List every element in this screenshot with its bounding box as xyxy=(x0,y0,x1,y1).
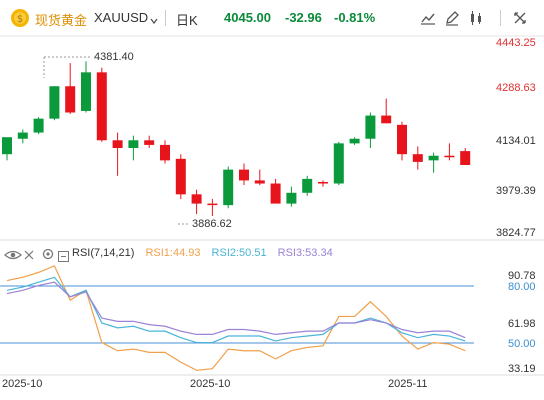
rsi2-value: RSI2:50.51 xyxy=(211,247,267,259)
candle-body xyxy=(191,194,202,204)
candle-body xyxy=(128,140,139,149)
candle-body xyxy=(460,151,471,165)
candle-body xyxy=(17,132,28,139)
low-annotation: 3886.62 xyxy=(192,218,232,230)
eye-icon[interactable] xyxy=(4,247,22,263)
candle-body xyxy=(81,72,91,111)
x-label-3: 2025-11 xyxy=(388,378,428,390)
gear-icon[interactable] xyxy=(41,247,55,261)
chart-header: $ 现货黄金 XAUUSD 日K 4045.00 -32.96 -0.81% xyxy=(0,0,544,36)
close-icon[interactable] xyxy=(22,247,40,263)
candle-body xyxy=(365,115,376,139)
rsi-tick-3: 61.98 xyxy=(508,318,536,330)
toolbar-divider xyxy=(500,10,501,26)
price-tick-2: 4288.63 xyxy=(496,82,536,94)
candle-body xyxy=(286,192,297,204)
candle-body xyxy=(96,72,107,141)
candle-body xyxy=(349,138,360,144)
candle-body xyxy=(444,155,455,158)
header-divider xyxy=(165,10,166,26)
candle-body xyxy=(397,124,407,155)
symbol-code[interactable]: XAUUSD xyxy=(94,10,149,25)
gold-coin-icon: $ xyxy=(10,8,30,28)
x-label-1: 2025-10 xyxy=(2,378,43,390)
price-change: -32.96 xyxy=(285,10,322,25)
candle-body xyxy=(333,143,344,184)
candle-body xyxy=(270,183,281,204)
collapse-icon[interactable] xyxy=(58,249,69,262)
candle-body xyxy=(412,154,423,162)
candle-body xyxy=(175,158,186,195)
rsi-lines-group xyxy=(6,265,466,371)
x-label-2: 2025-10 xyxy=(190,378,231,390)
candle-body xyxy=(318,181,328,184)
price-tick-3: 4134.01 xyxy=(496,135,536,147)
expand-icon[interactable] xyxy=(510,8,530,28)
candle-body xyxy=(381,115,392,124)
rsi-tick-1: 90.78 xyxy=(508,270,536,282)
indicator-icon[interactable] xyxy=(466,8,486,28)
rsi3-value: RSI3:53.34 xyxy=(277,247,333,259)
price-tick-1: 4443.25 xyxy=(496,37,536,49)
rsi2-line xyxy=(6,276,466,344)
rsi1-line xyxy=(6,265,466,371)
edit-pen-icon[interactable] xyxy=(442,8,462,28)
high-annotation: 4381.40 xyxy=(94,51,134,63)
candle-body xyxy=(254,180,265,184)
last-price: 4045.00 xyxy=(224,10,271,25)
candle-body xyxy=(160,144,170,161)
candle-body xyxy=(33,118,44,133)
candle-body xyxy=(144,140,155,145)
candle-body xyxy=(302,178,313,193)
rsi-tick-4: 50.00 xyxy=(508,338,536,350)
draw-line-icon[interactable] xyxy=(418,8,438,28)
chevron-down-icon[interactable] xyxy=(150,12,158,25)
candle-body xyxy=(2,137,12,155)
candle-body xyxy=(49,86,60,119)
candle-body xyxy=(207,203,218,206)
price-change-percent: -0.81% xyxy=(334,10,376,25)
symbol-name[interactable]: 现货黄金 xyxy=(35,13,88,28)
period-selector[interactable]: 日K xyxy=(176,13,198,28)
candle-body xyxy=(223,169,234,206)
rsi1-value: RSI1:44.93 xyxy=(145,247,201,259)
candle-body xyxy=(239,169,249,181)
candles-group xyxy=(2,61,471,216)
candle-body xyxy=(112,140,123,149)
rsi-legend: RSI(7,14,21) RSI1:44.93 RSI2:50.51 RSI3:… xyxy=(72,247,341,263)
rsi-tick-5: 33.19 xyxy=(508,363,536,375)
price-tick-4: 3979.39 xyxy=(496,185,536,197)
rsi3-line xyxy=(6,281,466,339)
svg-text:$: $ xyxy=(17,14,23,25)
price-tick-5: 3824.77 xyxy=(496,227,536,239)
rsi-tick-2: 80.00 xyxy=(508,281,536,293)
rsi-label: RSI(7,14,21) xyxy=(72,247,135,259)
candle-body xyxy=(65,86,76,113)
candle-body xyxy=(428,155,439,161)
